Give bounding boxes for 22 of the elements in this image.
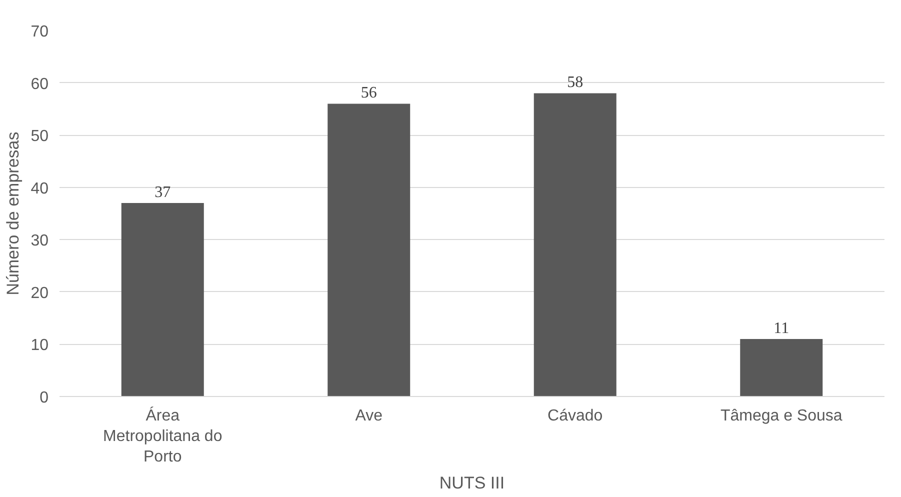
data-label: 37	[154, 184, 171, 202]
y-tick-label: 70	[30, 24, 49, 40]
data-label: 56	[360, 84, 377, 102]
bar	[740, 338, 823, 396]
x-axis-title: NUTS III	[439, 473, 505, 492]
y-axis-title: Número de empresas	[4, 132, 23, 296]
x-tick-label: Tâmega e Sousa	[720, 408, 842, 424]
x-tick-label: Cávado	[548, 408, 603, 424]
y-tick-label: 60	[30, 76, 49, 93]
y-tick-label: 50	[30, 128, 49, 146]
data-label: 11	[774, 320, 790, 337]
bar	[328, 104, 410, 396]
y-tick-label: 0	[40, 390, 49, 406]
y-tick-label: 10	[30, 337, 49, 354]
y-tick-label: 30	[30, 232, 49, 250]
bar	[534, 93, 616, 396]
y-tick-label: 40	[30, 180, 49, 198]
data-label: 58	[567, 74, 584, 92]
x-tick-label: Área Metropolitana do Porto	[103, 406, 222, 466]
bar	[121, 203, 204, 396]
y-tick-label: 20	[30, 284, 49, 302]
x-tick-label: Ave	[355, 408, 383, 424]
